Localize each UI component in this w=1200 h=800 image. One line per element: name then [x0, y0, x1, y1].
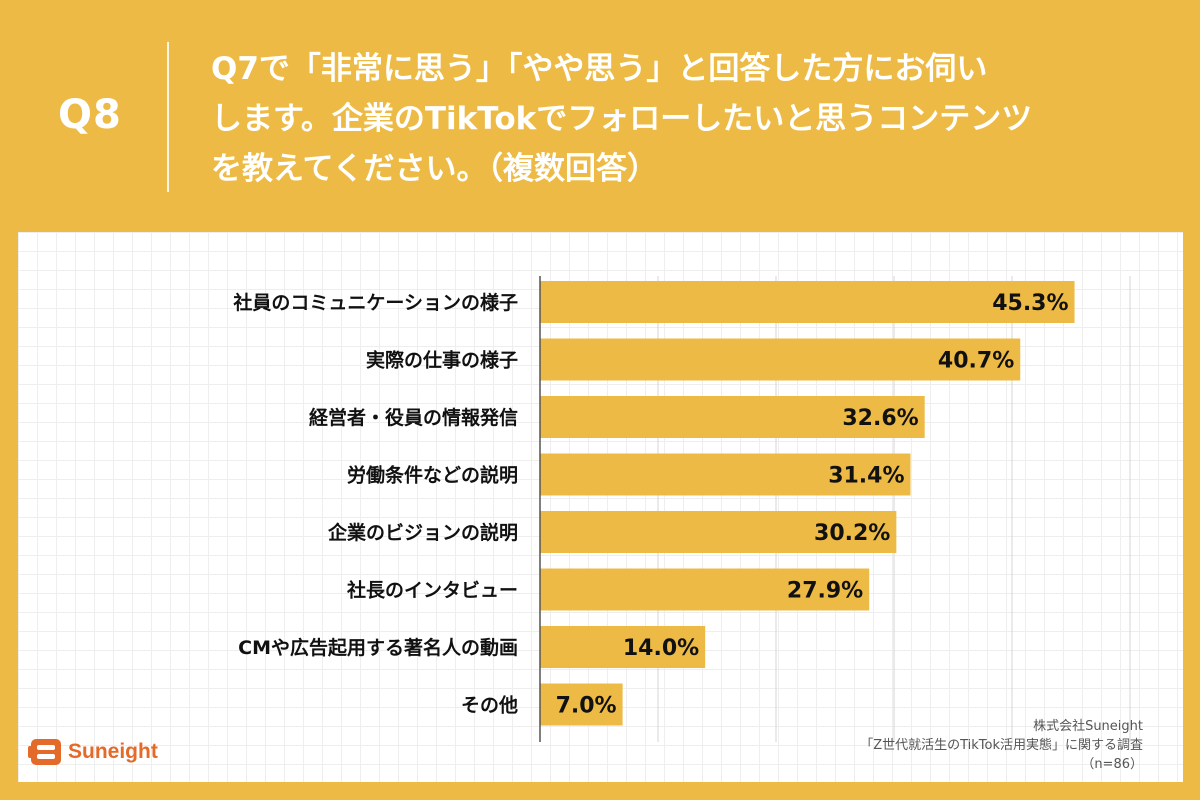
bar: [540, 338, 1021, 381]
question-text: Q7で「非常に思う」「やや思う」と回答した方にお伺い します。企業のTikTok…: [211, 44, 1171, 194]
bar: [540, 453, 911, 496]
bar: [540, 396, 925, 438]
source-survey: 「Z世代就活生のTikTok活用実態」に関する調査: [860, 738, 1143, 753]
brand-logo: Suneight: [28, 734, 158, 770]
chart-panel: 社員のコミュニケーションの様子 45.3% 実際の仕事の様子 40.7% 経営者・役員の…: [18, 232, 1183, 782]
question-number: Q8: [58, 92, 122, 138]
category-label: その他: [461, 694, 518, 717]
question-header: Q8 Q7で「非常に思う」「やや思う」と回答した方にお伺い します。企業のTik…: [0, 0, 1200, 232]
suneight-logo-icon: [28, 739, 61, 765]
category-label: 企業のビジョンの説明: [327, 521, 518, 544]
category-label: 労働条件などの説明: [347, 464, 518, 487]
bar-chart: 社員のコミュニケーションの様子 45.3% 実際の仕事の様子 40.7% 経営者・役員の…: [232, 276, 1131, 742]
data-label: 30.2%: [814, 521, 890, 546]
category-label: 社員のコミュニケーションの様子: [232, 291, 518, 314]
bar: [540, 683, 623, 726]
header-divider: [167, 42, 169, 192]
question-line: します。企業のTikTokでフォローしたいと思うコンテンツ: [211, 101, 1033, 137]
data-label: 40.7%: [938, 349, 1014, 374]
brand-name: Suneight: [68, 740, 158, 763]
source-note: 株式会社Suneight 「Z世代就活生のTikTok活用実態」に関する調査 （…: [860, 717, 1143, 774]
data-label: 27.9%: [787, 579, 863, 604]
data-label: 31.4%: [828, 464, 904, 489]
data-label: 14.0%: [623, 636, 699, 661]
bar: [540, 626, 706, 668]
source-company: 株式会社Suneight: [1033, 719, 1143, 734]
data-label: 45.3%: [992, 291, 1068, 316]
question-line: を教えてください。（複数回答）: [211, 151, 659, 187]
question-line: Q7で「非常に思う」「やや思う」と回答した方にお伺い: [211, 51, 988, 87]
bar: [540, 281, 1075, 323]
category-label: 社長のインタビュー: [346, 579, 518, 602]
data-label: 32.6%: [842, 406, 918, 431]
category-label: 実際の仕事の様子: [366, 349, 518, 372]
bar: [540, 568, 870, 611]
category-label: 経営者・役員の情報発信: [309, 406, 518, 429]
data-label: 7.0%: [556, 694, 617, 719]
category-label: CMや広告起用する著名人の動画: [238, 636, 518, 659]
bar: [540, 511, 897, 553]
source-sample: （n=86）: [1081, 757, 1143, 772]
